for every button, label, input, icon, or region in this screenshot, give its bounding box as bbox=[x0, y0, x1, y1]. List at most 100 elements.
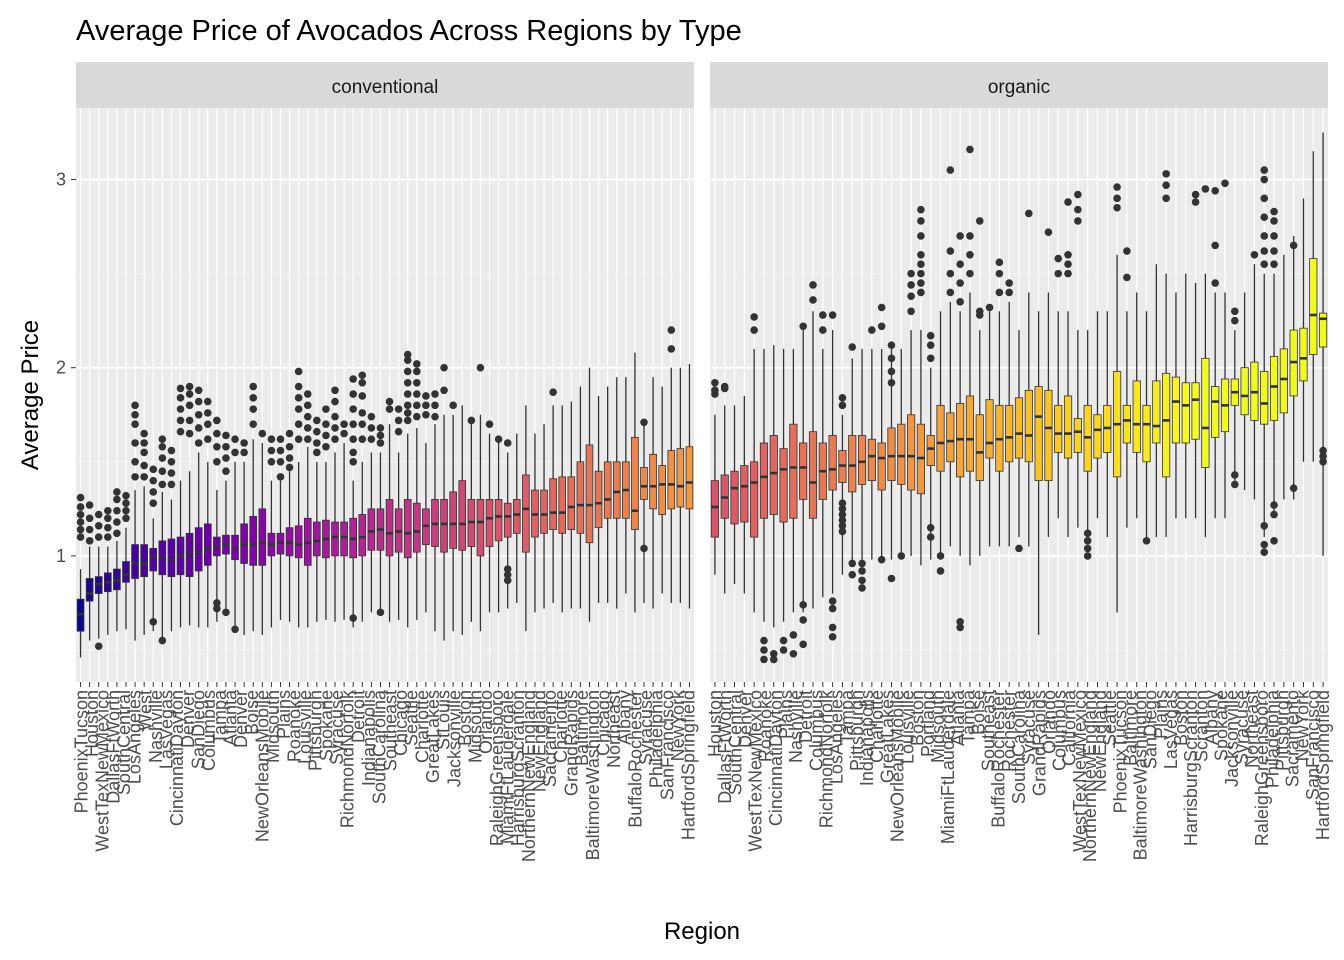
outlier-point bbox=[1211, 241, 1219, 250]
outlier-point bbox=[711, 378, 719, 387]
outlier-point bbox=[1270, 501, 1278, 509]
x-tick-label: SanFrancisco bbox=[1303, 690, 1323, 800]
outlier-point bbox=[194, 439, 203, 447]
outlier-point bbox=[94, 510, 103, 519]
outlier-point bbox=[494, 435, 503, 444]
outlier-point bbox=[167, 480, 176, 489]
outlier-point bbox=[349, 435, 357, 444]
box-rect bbox=[640, 467, 648, 500]
box-rect bbox=[887, 427, 896, 482]
outlier-point bbox=[848, 559, 857, 568]
x-tick-label: NorthernNewEngland bbox=[1080, 690, 1100, 862]
outlier-point bbox=[809, 281, 817, 289]
outlier-point bbox=[140, 439, 148, 447]
outlier-point bbox=[349, 405, 357, 413]
outlier-point bbox=[1289, 241, 1298, 250]
outlier-point bbox=[303, 401, 312, 410]
x-tick-label: Northeast bbox=[1242, 690, 1262, 768]
outlier-point bbox=[267, 435, 276, 444]
x-tick-label: GreatLakes bbox=[423, 690, 443, 783]
outlier-point bbox=[213, 599, 221, 607]
box-rect bbox=[294, 525, 303, 559]
x-tick-label: SanFrancisco bbox=[657, 690, 677, 800]
x-tick-label: Albany bbox=[1202, 690, 1222, 745]
facet-strip-label: conventional bbox=[332, 77, 439, 98]
outlier-point bbox=[1211, 279, 1219, 287]
outlier-point bbox=[367, 424, 376, 432]
outlier-point bbox=[975, 217, 984, 225]
outlier-point bbox=[1231, 307, 1239, 316]
outlier-point bbox=[640, 544, 648, 553]
outlier-point bbox=[294, 435, 303, 444]
box-Syracuse2 bbox=[585, 367, 594, 622]
box-Boise bbox=[985, 303, 994, 547]
x-tick-label: RichmondNorfolk bbox=[338, 689, 358, 828]
outlier-point bbox=[799, 616, 807, 624]
outlier-point bbox=[1142, 537, 1151, 545]
box-rect bbox=[1299, 327, 1308, 382]
outlier-point bbox=[231, 448, 239, 457]
box-Albany bbox=[1211, 187, 1220, 519]
outlier-point bbox=[1270, 217, 1278, 225]
outlier-point bbox=[858, 567, 866, 575]
y-tick-label: 2 bbox=[56, 358, 66, 378]
x-tick-label: Syracuse bbox=[1019, 690, 1039, 765]
box-Chicago2 bbox=[612, 377, 621, 609]
outlier-point bbox=[750, 326, 758, 334]
x-tick-label: Philadelphia bbox=[1262, 689, 1282, 788]
outlier-point bbox=[887, 367, 896, 376]
outlier-point bbox=[94, 533, 103, 541]
outlier-point bbox=[294, 405, 303, 413]
box-rect bbox=[667, 450, 676, 510]
outlier-point bbox=[113, 506, 121, 515]
box-NewEngland bbox=[549, 388, 557, 603]
outlier-point bbox=[926, 354, 935, 363]
outlier-point bbox=[779, 636, 788, 645]
box-rect bbox=[759, 442, 769, 519]
outlier-point bbox=[799, 601, 807, 609]
outlier-point bbox=[76, 518, 85, 526]
x-tick-label: RichmondNorfolk bbox=[817, 689, 837, 828]
x-tick-label: SouthCentral bbox=[725, 690, 745, 795]
box-SouthCarolina bbox=[1024, 209, 1033, 547]
outlier-point bbox=[1113, 183, 1121, 191]
x-tick-label: Jacksonville bbox=[1222, 690, 1242, 787]
box-rect bbox=[413, 502, 421, 553]
outlier-point bbox=[946, 247, 955, 255]
outlier-point bbox=[349, 390, 357, 398]
outlier-point bbox=[76, 493, 85, 502]
box-Atlanta bbox=[965, 145, 975, 566]
x-tick-label: Seattle bbox=[1100, 690, 1120, 746]
box-HarrisburgScranton bbox=[531, 433, 539, 613]
box-BuffaloRochester bbox=[1005, 279, 1014, 547]
box-Roanoke bbox=[759, 348, 769, 664]
outlier-point bbox=[422, 392, 430, 400]
x-tick-label: Boston bbox=[908, 690, 928, 746]
x-tick-label: Northeast bbox=[604, 690, 624, 768]
box-rect bbox=[1181, 382, 1190, 444]
x-tick-label: SanDiego bbox=[189, 690, 209, 769]
outlier-point bbox=[799, 322, 807, 331]
x-tick-label: Tampa bbox=[958, 689, 978, 744]
outlier-point bbox=[503, 576, 512, 585]
x-tick-label: Columbus bbox=[806, 690, 826, 771]
x-tick-label: Sacramento bbox=[540, 690, 560, 787]
outlier-point bbox=[331, 424, 339, 432]
box-rect bbox=[512, 499, 521, 534]
x-tick-label: Syracuse bbox=[1232, 690, 1252, 765]
outlier-point bbox=[331, 397, 339, 406]
box-WestTexNewMexico bbox=[94, 510, 103, 651]
outlier-point bbox=[131, 439, 139, 447]
box-Boston2 bbox=[1181, 273, 1190, 519]
outlier-point bbox=[858, 576, 866, 585]
x-tick-label: Roanoke bbox=[284, 690, 304, 762]
box-Pittsburgh2 bbox=[1279, 254, 1288, 500]
outlier-point bbox=[258, 429, 267, 438]
outlier-point bbox=[1064, 260, 1072, 269]
outlier-point bbox=[1064, 269, 1072, 278]
outlier-point bbox=[1231, 471, 1239, 479]
x-tick-label: Atlanta bbox=[221, 689, 241, 746]
outlier-point bbox=[917, 232, 925, 240]
box-rect bbox=[403, 499, 412, 559]
outlier-point bbox=[294, 382, 303, 391]
